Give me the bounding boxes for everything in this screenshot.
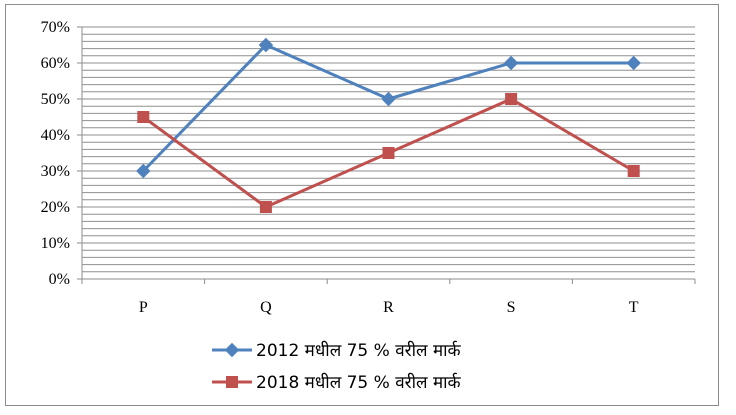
data-point-marker	[258, 37, 274, 53]
data-point-marker	[505, 93, 518, 105]
y-tick-label: 40%	[41, 127, 70, 144]
legend-label: 2018 मधील 75 % वरील मार्क	[256, 372, 462, 393]
x-tick-label: P	[139, 299, 148, 316]
legend-entry-1: 2012 मधील 75 % वरील मार्क	[212, 340, 462, 361]
data-point-marker	[626, 55, 641, 71]
axes	[77, 26, 696, 284]
data-point-marker	[627, 165, 640, 177]
chart-frame	[5, 4, 719, 406]
x-tick-label: R	[383, 299, 394, 316]
y-tick-label: 0%	[49, 271, 70, 288]
series-1	[136, 37, 641, 179]
legend-marker	[224, 342, 240, 358]
data-point-marker	[259, 201, 272, 213]
x-tick-label: T	[629, 299, 639, 316]
y-tick-label: 30%	[41, 163, 70, 180]
y-tick-label: 20%	[41, 199, 70, 216]
x-axis-tick-labels: P Q R S T	[139, 299, 639, 316]
data-point-marker	[381, 91, 396, 107]
legend-marker	[226, 376, 238, 388]
y-tick-label: 70%	[41, 19, 70, 36]
y-tick-label: 10%	[41, 235, 70, 252]
data-point-marker	[503, 55, 519, 71]
series-2	[137, 93, 640, 213]
series	[136, 37, 641, 213]
legend-label: 2012 मधील 75 % वरील मार्क	[256, 340, 462, 361]
data-point-marker	[382, 147, 395, 159]
y-tick-label: 60%	[41, 55, 70, 72]
legend: 2012 मधील 75 % वरील मार्क 2018 मधील 75 % …	[212, 340, 462, 393]
y-axis-tick-labels: 0% 10% 20% 30% 40% 50% 60% 70%	[41, 19, 70, 288]
data-point-marker	[137, 111, 150, 123]
x-tick-label: S	[507, 299, 516, 316]
data-point-marker	[136, 163, 151, 179]
x-tick-label: Q	[260, 299, 272, 316]
y-tick-label: 50%	[41, 91, 70, 108]
legend-entry-2: 2018 मधील 75 % वरील मार्क	[212, 372, 462, 393]
